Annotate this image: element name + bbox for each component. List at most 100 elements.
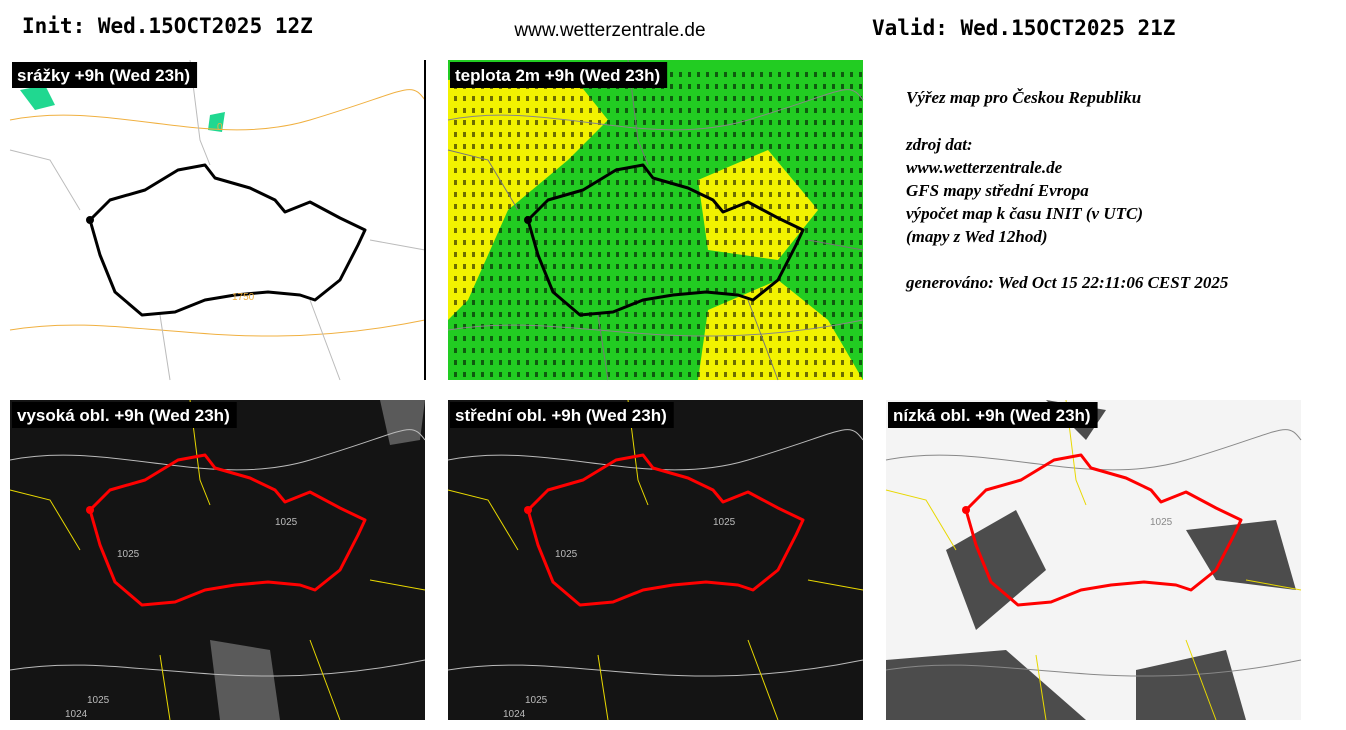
grid-dot <box>715 228 718 233</box>
grid-dot <box>688 204 691 209</box>
grid-dot <box>841 288 844 293</box>
grid-dot <box>715 120 718 125</box>
grid-dot <box>805 324 808 329</box>
grid-dot <box>742 360 745 365</box>
grid-dot <box>814 192 817 197</box>
grid-dot <box>688 240 691 245</box>
grid-dot <box>535 204 538 209</box>
grid-dot <box>643 144 646 149</box>
grid-dot <box>535 216 538 221</box>
grid-dot <box>652 228 655 233</box>
grid-dot <box>679 336 682 341</box>
grid-dot <box>859 120 862 125</box>
grid-dot <box>634 168 637 173</box>
grid-dot <box>697 312 700 317</box>
grid-dot <box>544 252 547 257</box>
grid-dot <box>454 360 457 365</box>
grid-dot <box>652 288 655 293</box>
grid-dot <box>742 132 745 137</box>
grid-dot <box>535 156 538 161</box>
grid-dot <box>778 156 781 161</box>
grid-dot <box>661 216 664 221</box>
grid-dot <box>823 108 826 113</box>
grid-dot <box>841 240 844 245</box>
grid-dot <box>796 216 799 221</box>
grid-dot <box>742 276 745 281</box>
grid-dot <box>688 72 691 77</box>
grid-dot <box>823 168 826 173</box>
grid-dot <box>859 360 862 365</box>
grid-dot <box>796 204 799 209</box>
grid-dot <box>697 288 700 293</box>
grid-dot <box>859 276 862 281</box>
grid-dot <box>724 300 727 305</box>
grid-dot <box>706 300 709 305</box>
grid-dot <box>544 156 547 161</box>
grid-dot <box>823 192 826 197</box>
grid-dot <box>859 108 862 113</box>
grid-dot <box>508 156 511 161</box>
grid-dot <box>562 216 565 221</box>
grid-dot <box>796 288 799 293</box>
grid-dot <box>679 300 682 305</box>
grid-dot <box>724 264 727 269</box>
grid-dot <box>526 264 529 269</box>
grid-dot <box>859 240 862 245</box>
grid-dot <box>805 348 808 353</box>
grid-dot <box>544 288 547 293</box>
grid-dot <box>814 84 817 89</box>
grid-dot <box>571 120 574 125</box>
grid-dot <box>661 180 664 185</box>
grid-dot <box>724 360 727 365</box>
grid-dot <box>562 372 565 377</box>
contour-label: 1750 <box>232 292 255 303</box>
grid-dot <box>751 360 754 365</box>
grid-dot <box>562 168 565 173</box>
grid-dot <box>598 192 601 197</box>
grid-dot <box>715 336 718 341</box>
grid-dot <box>778 144 781 149</box>
grid-dot <box>760 132 763 137</box>
grid-dot <box>760 84 763 89</box>
grid-dot <box>859 132 862 137</box>
grid-dot <box>535 312 538 317</box>
grid-dot <box>715 144 718 149</box>
grid-dot <box>571 336 574 341</box>
grid-dot <box>796 348 799 353</box>
grid-dot <box>454 144 457 149</box>
grid-dot <box>733 156 736 161</box>
grid-dot <box>652 156 655 161</box>
grid-dot <box>472 336 475 341</box>
grid-dot <box>688 168 691 173</box>
grid-dot <box>562 204 565 209</box>
contour-label: 1025 <box>713 517 736 528</box>
grid-dot <box>571 132 574 137</box>
grid-dot <box>490 372 493 377</box>
grid-dot <box>490 168 493 173</box>
grid-dot <box>787 108 790 113</box>
grid-dot <box>769 372 772 377</box>
grid-dot <box>733 360 736 365</box>
grid-dot <box>589 252 592 257</box>
grid-dot <box>841 336 844 341</box>
grid-dot <box>688 216 691 221</box>
grid-dot <box>841 144 844 149</box>
grid-dot <box>643 276 646 281</box>
grid-dot <box>832 228 835 233</box>
grid-dot <box>490 324 493 329</box>
grid-dot <box>598 168 601 173</box>
grid-dot <box>571 108 574 113</box>
grid-dot <box>526 372 529 377</box>
grid-dot <box>553 132 556 137</box>
grid-dot <box>607 216 610 221</box>
grid-dot <box>652 96 655 101</box>
grid-dot <box>742 120 745 125</box>
grid-dot <box>679 324 682 329</box>
grid-dot <box>679 264 682 269</box>
grid-dot <box>616 156 619 161</box>
grid-dot <box>580 156 583 161</box>
grid-dot <box>562 288 565 293</box>
grid-dot <box>661 204 664 209</box>
grid-dot <box>481 192 484 197</box>
grid-dot <box>607 120 610 125</box>
